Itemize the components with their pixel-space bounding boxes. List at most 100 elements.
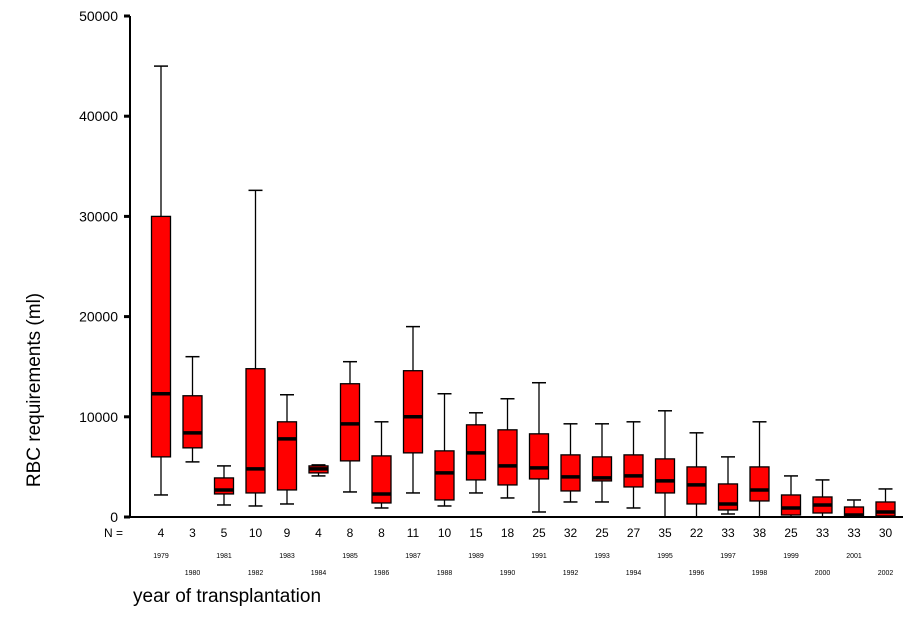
box-1990 [497, 398, 518, 499]
year-label: 1985 [342, 553, 358, 560]
n-count-label: 8 [378, 526, 385, 540]
box-iqr [434, 450, 455, 501]
box-1998 [749, 421, 770, 518]
box-iqr [402, 370, 424, 454]
year-label: 1999 [783, 553, 799, 560]
year-label: 1979 [153, 553, 169, 560]
x-axis: N = 4 1979 3 1980 5 1981 10 1982 9 1983 4 1984 8 1985 8… [104, 516, 903, 577]
box-1994 [623, 421, 644, 509]
year-label: 2002 [878, 570, 894, 577]
box-1979 [150, 65, 172, 496]
box-1986 [371, 421, 392, 509]
year-label: 1992 [563, 570, 579, 577]
year-label: 1990 [500, 570, 516, 577]
n-count-label: 10 [249, 526, 263, 540]
year-label: 1997 [720, 553, 736, 560]
year-label: 1982 [248, 570, 264, 577]
year-label: 1987 [405, 553, 421, 560]
box-iqr [591, 456, 613, 482]
box-1995 [654, 410, 676, 518]
year-label: 1993 [594, 553, 610, 560]
year-label: 1998 [752, 570, 768, 577]
box-2002 [875, 488, 896, 518]
n-count-label: 8 [347, 526, 354, 540]
box-iqr [654, 458, 676, 494]
year-label: 1986 [374, 570, 390, 577]
n-count-label: 33 [816, 526, 830, 540]
n-count-label: 32 [564, 526, 578, 540]
year-label: 1991 [531, 553, 547, 560]
box-1982 [245, 189, 266, 507]
n-count-label: 3 [189, 526, 196, 540]
y-tick-label: 0 [110, 509, 118, 525]
n-count-label: 35 [658, 526, 672, 540]
n-count-label: 25 [595, 526, 609, 540]
box-1999 [780, 475, 802, 518]
n-count-label: 10 [438, 526, 452, 540]
box-1987 [402, 325, 424, 494]
n-count-label: 33 [721, 526, 735, 540]
y-tick-label: 50000 [79, 8, 118, 24]
n-count-label: 11 [407, 526, 420, 540]
year-label: 1994 [626, 570, 642, 577]
y-tick-label: 20000 [79, 309, 118, 325]
n-count-label: 30 [879, 526, 893, 540]
box-1996 [686, 432, 707, 518]
box-1981 [213, 465, 235, 506]
y-tick-label: 40000 [79, 108, 118, 124]
y-axis-title: RBC requirements (ml) [24, 293, 45, 487]
box-iqr [276, 421, 298, 491]
box-iqr [875, 501, 896, 517]
year-label: 2001 [846, 553, 862, 560]
box-iqr [560, 454, 581, 492]
box-2000 [812, 479, 833, 518]
year-label: 1984 [311, 570, 327, 577]
y-axis: 0 10000 20000 30000 40000 50000 [79, 8, 131, 525]
box-iqr [497, 429, 518, 486]
box-1997 [717, 456, 739, 515]
n-count-label: 25 [784, 526, 798, 540]
box-iqr [371, 455, 392, 504]
n-count-label: 4 [158, 526, 165, 540]
n-count-label: 22 [690, 526, 704, 540]
box-iqr [717, 483, 739, 511]
box-iqr [749, 466, 770, 502]
box-1991 [528, 381, 550, 513]
box-1983 [276, 394, 298, 505]
year-label: 1983 [279, 553, 295, 560]
box-2001 [843, 499, 865, 518]
box-iqr [528, 433, 550, 480]
year-label: 1996 [689, 570, 705, 577]
box-1992 [560, 423, 581, 503]
box-1989 [465, 412, 487, 494]
year-label: 1981 [216, 553, 232, 560]
year-label: 1980 [185, 570, 201, 577]
n-prefix-label: N = [104, 526, 123, 540]
n-count-label: 18 [501, 526, 515, 540]
n-count-label: 25 [532, 526, 546, 540]
y-tick-label: 10000 [79, 409, 118, 425]
x-axis-title: year of transplantation [133, 586, 321, 607]
box-iqr [182, 395, 203, 449]
year-label: 1995 [657, 553, 673, 560]
box-1988 [434, 393, 455, 507]
year-label: 1988 [437, 570, 453, 577]
box-1980 [182, 355, 203, 463]
box-iqr [780, 494, 802, 516]
n-count-label: 38 [753, 526, 767, 540]
n-count-label: 15 [469, 526, 483, 540]
box-1993 [591, 423, 613, 503]
box-iqr [150, 215, 172, 458]
year-label: 2000 [815, 570, 831, 577]
box-iqr [245, 368, 266, 494]
box-series [150, 65, 896, 518]
year-label: 1989 [468, 553, 484, 560]
n-count-label: 5 [221, 526, 228, 540]
box-iqr [623, 454, 644, 488]
box-1984 [308, 464, 329, 477]
box-1985 [339, 360, 361, 493]
n-count-label: 27 [627, 526, 641, 540]
n-count-label: 9 [284, 526, 291, 540]
y-tick-label: 30000 [79, 208, 118, 224]
